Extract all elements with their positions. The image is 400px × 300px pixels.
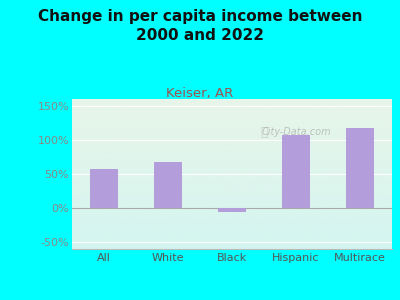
Text: Keiser, AR: Keiser, AR (166, 87, 234, 100)
Bar (218, 208, 246, 212)
Bar (282, 135, 310, 208)
Text: ⦾: ⦾ (260, 125, 268, 139)
Bar (346, 128, 374, 208)
Text: City-Data.com: City-Data.com (261, 127, 331, 137)
Bar (154, 162, 182, 208)
Text: Change in per capita income between
2000 and 2022: Change in per capita income between 2000… (38, 9, 362, 43)
Bar (90, 169, 118, 208)
